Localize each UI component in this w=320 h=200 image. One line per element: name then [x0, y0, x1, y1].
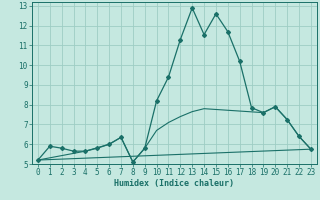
X-axis label: Humidex (Indice chaleur): Humidex (Indice chaleur) [115, 179, 234, 188]
